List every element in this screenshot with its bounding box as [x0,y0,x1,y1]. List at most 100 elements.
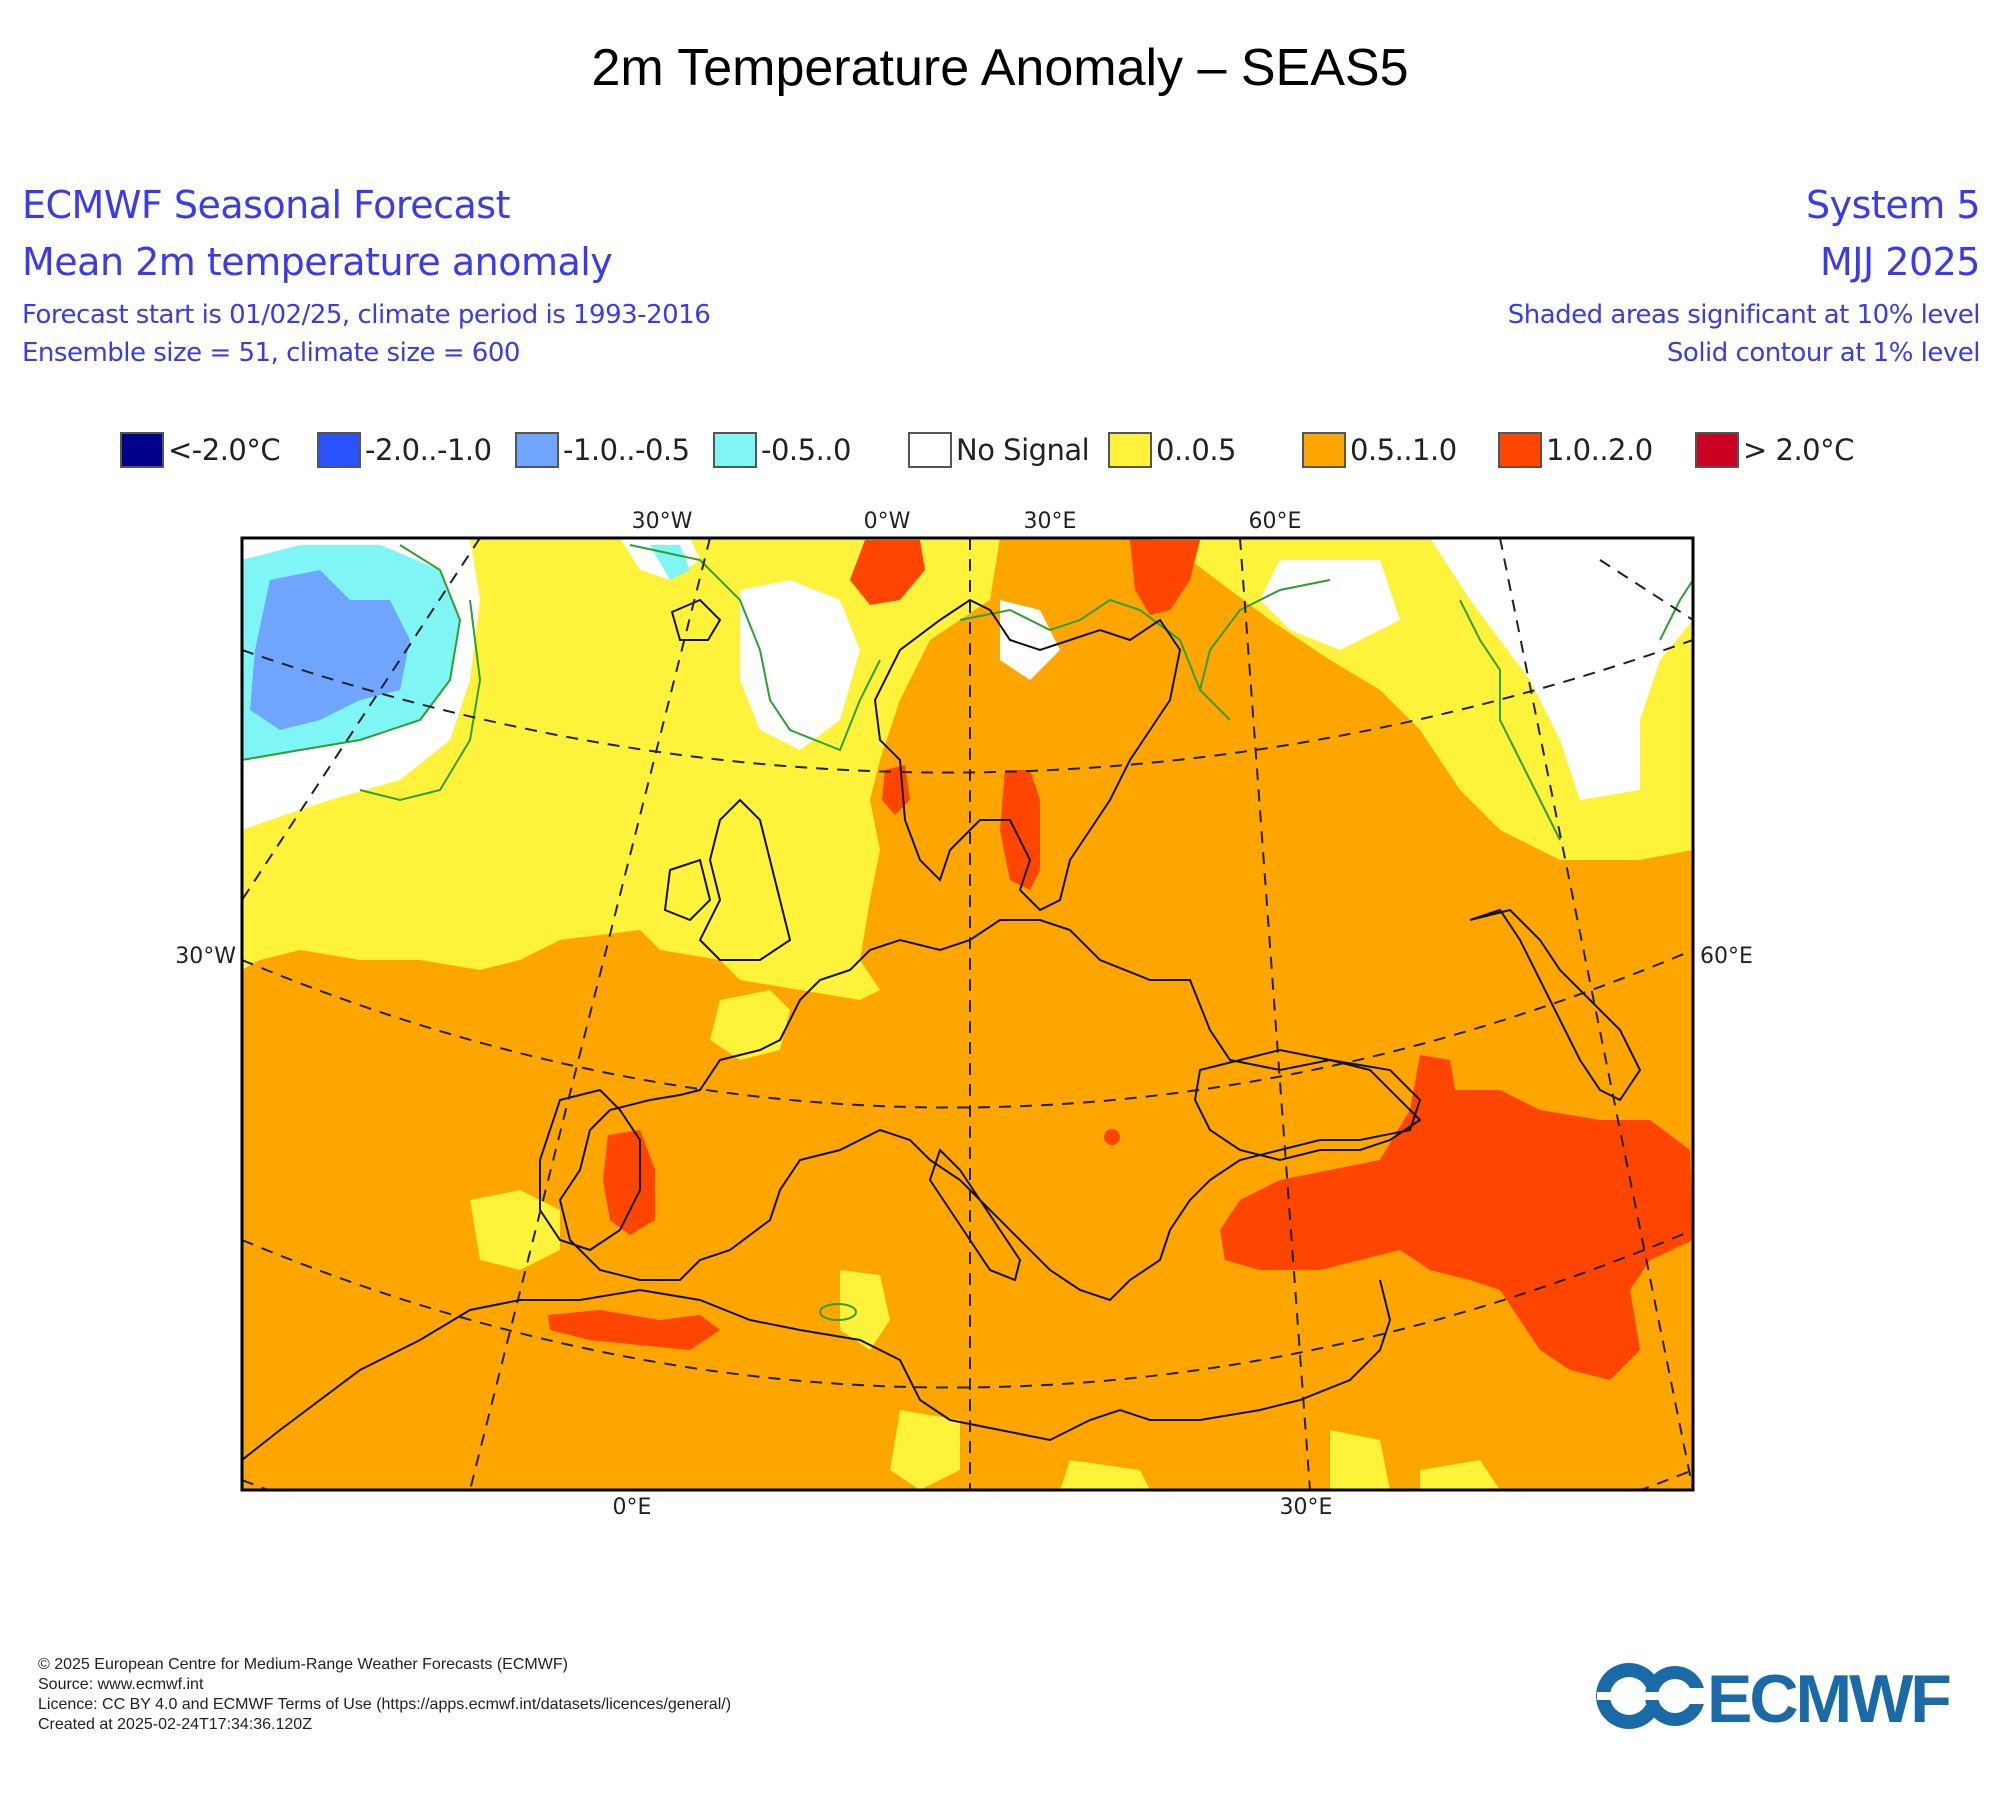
top-lon-label: 60°E [1249,509,1302,534]
legend-swatch [515,432,559,468]
legend-swatch [120,432,164,468]
source-line: Source: www.ecmwf.int [38,1676,204,1693]
anomaly-band-1.0-2.0 [1104,1129,1120,1145]
anomaly-band-0-0.5 [1330,1430,1390,1490]
page-title: 2m Temperature Anomaly – SEAS5 [591,39,1409,97]
significance-contour [629,544,881,752]
graticule-meridian [469,538,711,1490]
significance-contour [959,598,1231,721]
coastline-caspian-sea [1469,908,1642,1102]
legend-label: 0.5..1.0 [1350,433,1457,467]
ecmwf-logo-mark [1596,1663,1709,1729]
anomaly-band-1.0-2.0 [548,1310,720,1350]
legend-item: -0.5..0 [713,428,851,472]
significance-contour [1199,579,1331,691]
significance-note: Shaded areas significant at 10% level [1507,300,1981,330]
anomaly-band-1.0-2.0 [1220,1055,1693,1380]
legend-label: 0..0.5 [1156,433,1237,467]
graticule-parallel [242,949,1693,1109]
copyright-line: © 2025 European Centre for Medium-Range … [38,1656,568,1673]
variable-title: Mean 2m temperature anomaly [22,240,613,284]
anomaly-band-0-0.5 [1420,1460,1500,1490]
significance-contour [1459,599,1561,841]
map-frame [240,536,1695,1492]
footer-credits: © 2025 European Centre for Medium-Range … [38,1655,731,1735]
legend-label: <-2.0°C [168,433,281,467]
legend-swatch [1695,432,1739,468]
bottom-lon-label: 0°E [613,1495,652,1520]
significance-contour [242,544,462,761]
top-lon-label: 0°W [864,509,911,534]
ecmwf-logo: ECMWF [1595,1660,1975,1737]
system-label: System 5 [1806,183,1980,227]
legend-swatch [1302,432,1346,468]
legend-label: No Signal [956,433,1090,467]
coastline-iceland [670,598,722,641]
significance-contour [1659,579,1693,641]
forecast-start-info: Forecast start is 01/02/25, climate peri… [22,300,711,330]
season-label: MJJ 2025 [1820,240,1981,284]
coastline-iberia [539,1088,641,1252]
graticule-parallel [242,1469,1693,1490]
significance-contour [819,1303,857,1321]
anomaly-band-0-0.5 [710,990,790,1060]
legend-item: -1.0..-0.5 [515,428,690,472]
anomaly-band-1.0-2.0 [603,1130,655,1235]
legend-swatch [713,432,757,468]
graticule-parallel [242,1229,1693,1389]
legend-swatch [1498,432,1542,468]
coastline-north-africa [242,1279,1392,1461]
left-lon-label: 30°W [175,944,236,969]
legend-label: -1.0..-0.5 [563,433,690,467]
legend-item: No Signal [908,428,1090,472]
anomaly-band-minus-0.5-0 [650,545,690,580]
legend-item: 1.0..2.0 [1498,428,1653,472]
coastline-italy [928,1148,1022,1282]
top-lon-label: 30°E [1024,509,1077,534]
legend-label: -0.5..0 [761,433,851,467]
legend-label: -2.0..-1.0 [365,433,492,467]
legend-swatch [908,432,952,468]
anomaly-band-no-signal [1430,538,1693,800]
coastline-scandinavia [873,598,1182,912]
legend-item: 0.5..1.0 [1302,428,1457,472]
created-line: Created at 2025-02-24T17:34:36.120Z [38,1716,312,1733]
legend-item: <-2.0°C [120,428,281,472]
forecast-product-title: ECMWF Seasonal Forecast [22,183,510,227]
legend-item: -2.0..-1.0 [317,428,492,472]
ecmwf-logo-text: ECMWF [1707,1661,1950,1732]
anomaly-band-0-0.5 [890,1410,960,1490]
bottom-lon-label: 30°E [1280,1495,1333,1520]
coastlines [242,598,1642,1461]
anomaly-band-0-0.5 [1060,1460,1150,1490]
ensemble-size-info: Ensemble size = 51, climate size = 600 [22,338,520,368]
contour-note: Solid contour at 1% level [1666,338,1981,368]
coastline-ireland [663,858,712,922]
graticule [242,538,1693,1490]
legend-item: > 2.0°C [1695,428,1854,472]
graticule-meridian [242,538,481,901]
graticule-meridian [1599,559,1693,621]
coastline-europe [558,919,1422,1302]
anomaly-band-no-signal [1000,600,1060,680]
anomaly-band-no-signal [1260,560,1400,650]
graticule-parallel [242,639,1693,774]
legend-label: > 2.0°C [1743,433,1854,467]
coastline-black-sea [1193,1048,1422,1162]
legend-item: 0..0.5 [1108,428,1237,472]
right-lon-label: 60°E [1700,944,1753,969]
legend-label: 1.0..2.0 [1546,433,1653,467]
anomaly-band-0-0.5 [470,1190,560,1270]
graticule-meridian [1499,538,1693,1490]
anomaly-band-0-0.5 [840,1270,890,1350]
legend-swatch [1108,432,1152,468]
color-legend: <-2.0°C -2.0..-1.0 -1.0..-0.5 -0.5..0 No… [0,428,2000,478]
anomaly-band-no-signal [740,580,860,750]
legend-swatch [317,432,361,468]
anomaly-band-1.0-2.0 [1130,540,1200,615]
licence-line: Licence: CC BY 4.0 and ECMWF Terms of Us… [38,1696,732,1713]
coastline-british-isles [698,798,792,961]
top-lon-label: 30°W [632,509,693,534]
significance-contour [359,599,482,802]
